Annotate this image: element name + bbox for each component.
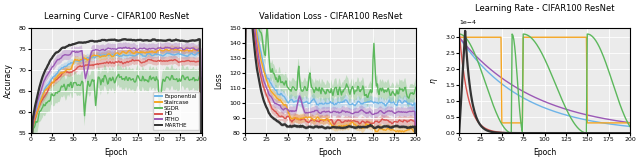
Y-axis label: Loss: Loss: [214, 72, 223, 89]
Title: Learning Rate - CIFAR100 ResNet: Learning Rate - CIFAR100 ResNet: [475, 4, 614, 13]
X-axis label: Epoch: Epoch: [319, 148, 342, 157]
Y-axis label: $\eta$: $\eta$: [429, 77, 440, 84]
X-axis label: Epoch: Epoch: [104, 148, 128, 157]
X-axis label: Epoch: Epoch: [533, 148, 556, 157]
Y-axis label: Accuracy: Accuracy: [4, 63, 13, 98]
Title: Validation Loss - CIFAR100 ResNet: Validation Loss - CIFAR100 ResNet: [259, 12, 402, 21]
Legend: Exponential, Staircase, SGDR, HD, RTHO, MARTHE: Exponential, Staircase, SGDR, HD, RTHO, …: [153, 92, 199, 130]
Title: Learning Curve - CIFAR100 ResNet: Learning Curve - CIFAR100 ResNet: [44, 12, 189, 21]
